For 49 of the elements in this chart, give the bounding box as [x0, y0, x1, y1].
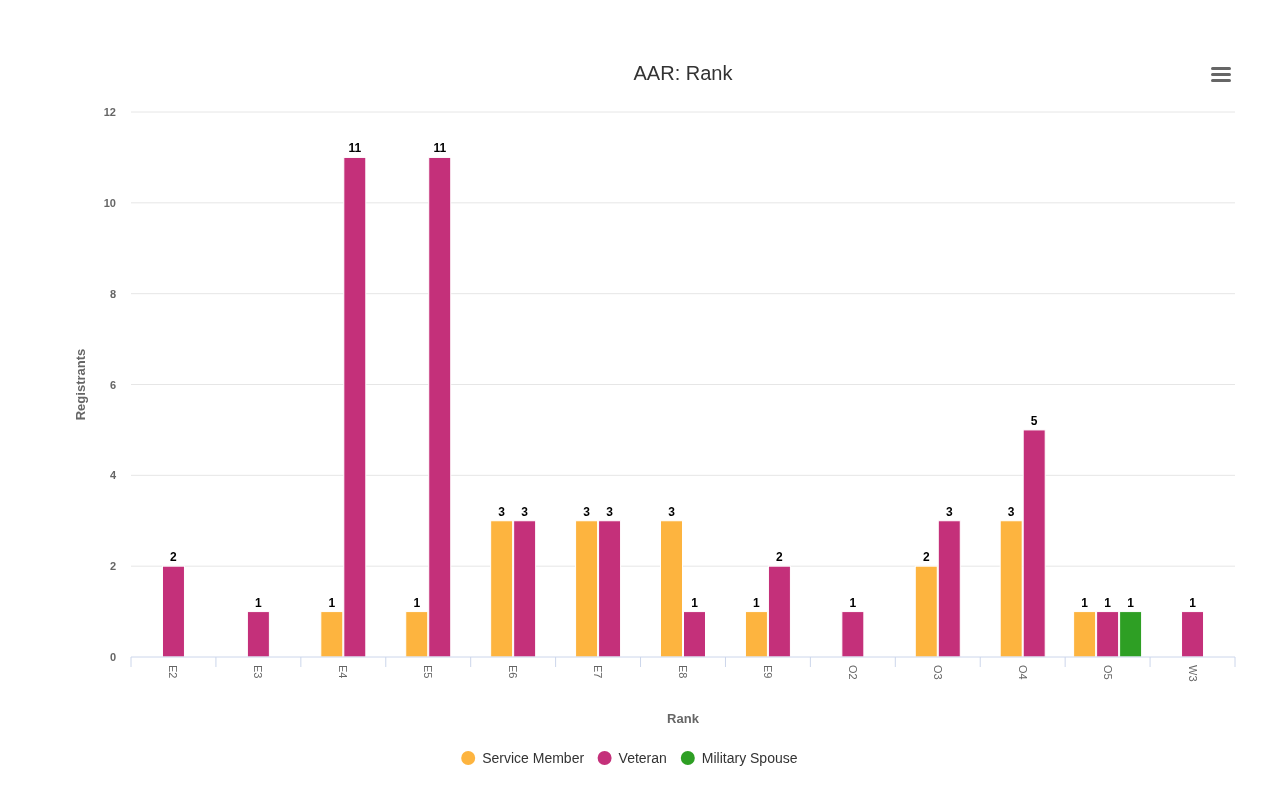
y-tick-label: 6 — [109, 378, 116, 391]
x-tick-label: E3 — [252, 665, 265, 679]
y-tick-label: 2 — [109, 560, 116, 573]
data-label: 1 — [849, 595, 857, 610]
x-tick-label: E8 — [677, 665, 689, 679]
data-label: 1 — [691, 595, 699, 610]
data-label: 1 — [328, 595, 336, 610]
data-label: 1 — [413, 595, 421, 610]
data-label: 1 — [753, 595, 761, 610]
legend-label: Service Member — [482, 750, 585, 766]
data-label: 1 — [1104, 595, 1112, 610]
data-label: 3 — [1007, 504, 1015, 519]
y-tick-label: 8 — [109, 287, 116, 300]
x-tick-label: E9 — [761, 665, 774, 679]
data-label: 2 — [776, 550, 784, 565]
data-label: 3 — [521, 504, 529, 519]
data-label: 1 — [1189, 595, 1197, 610]
legend-label: Veteran — [618, 750, 667, 766]
data-label: 3 — [583, 504, 591, 519]
data-label: 1 — [1081, 595, 1089, 610]
data-label: 3 — [606, 504, 614, 519]
y-axis-title: Registrants — [73, 348, 88, 421]
data-label: 2 — [170, 550, 178, 565]
x-tick-label: E6 — [507, 665, 520, 679]
x-tick-label: E7 — [592, 665, 605, 679]
data-label: 3 — [498, 504, 506, 519]
data-label: 11 — [433, 141, 447, 156]
data-label: 5 — [1030, 413, 1038, 428]
chart-title: AAR: Rank — [633, 62, 734, 84]
y-tick-label: 10 — [103, 196, 116, 209]
x-tick-label: E2 — [167, 665, 180, 679]
x-axis-title: Rank — [667, 711, 700, 726]
data-label: 1 — [1127, 595, 1135, 610]
y-tick-label: 4 — [109, 469, 117, 482]
data-label: 11 — [348, 141, 362, 156]
x-tick-label: O5 — [1101, 665, 1114, 680]
x-tick-label: E5 — [422, 665, 435, 679]
data-label: 2 — [922, 550, 930, 565]
y-tick-label: 0 — [109, 651, 116, 663]
data-label: 3 — [668, 504, 676, 519]
x-tick-label: O4 — [1016, 665, 1029, 680]
legend-label: Military Spouse — [701, 750, 798, 766]
y-tick-label: 12 — [103, 106, 116, 118]
x-tick-label: W3 — [1186, 665, 1199, 682]
data-label: 3 — [945, 504, 953, 519]
x-tick-label: E4 — [337, 665, 350, 679]
x-tick-label: O2 — [846, 665, 859, 680]
data-label: 1 — [255, 595, 263, 610]
x-tick-label: O3 — [931, 665, 944, 680]
